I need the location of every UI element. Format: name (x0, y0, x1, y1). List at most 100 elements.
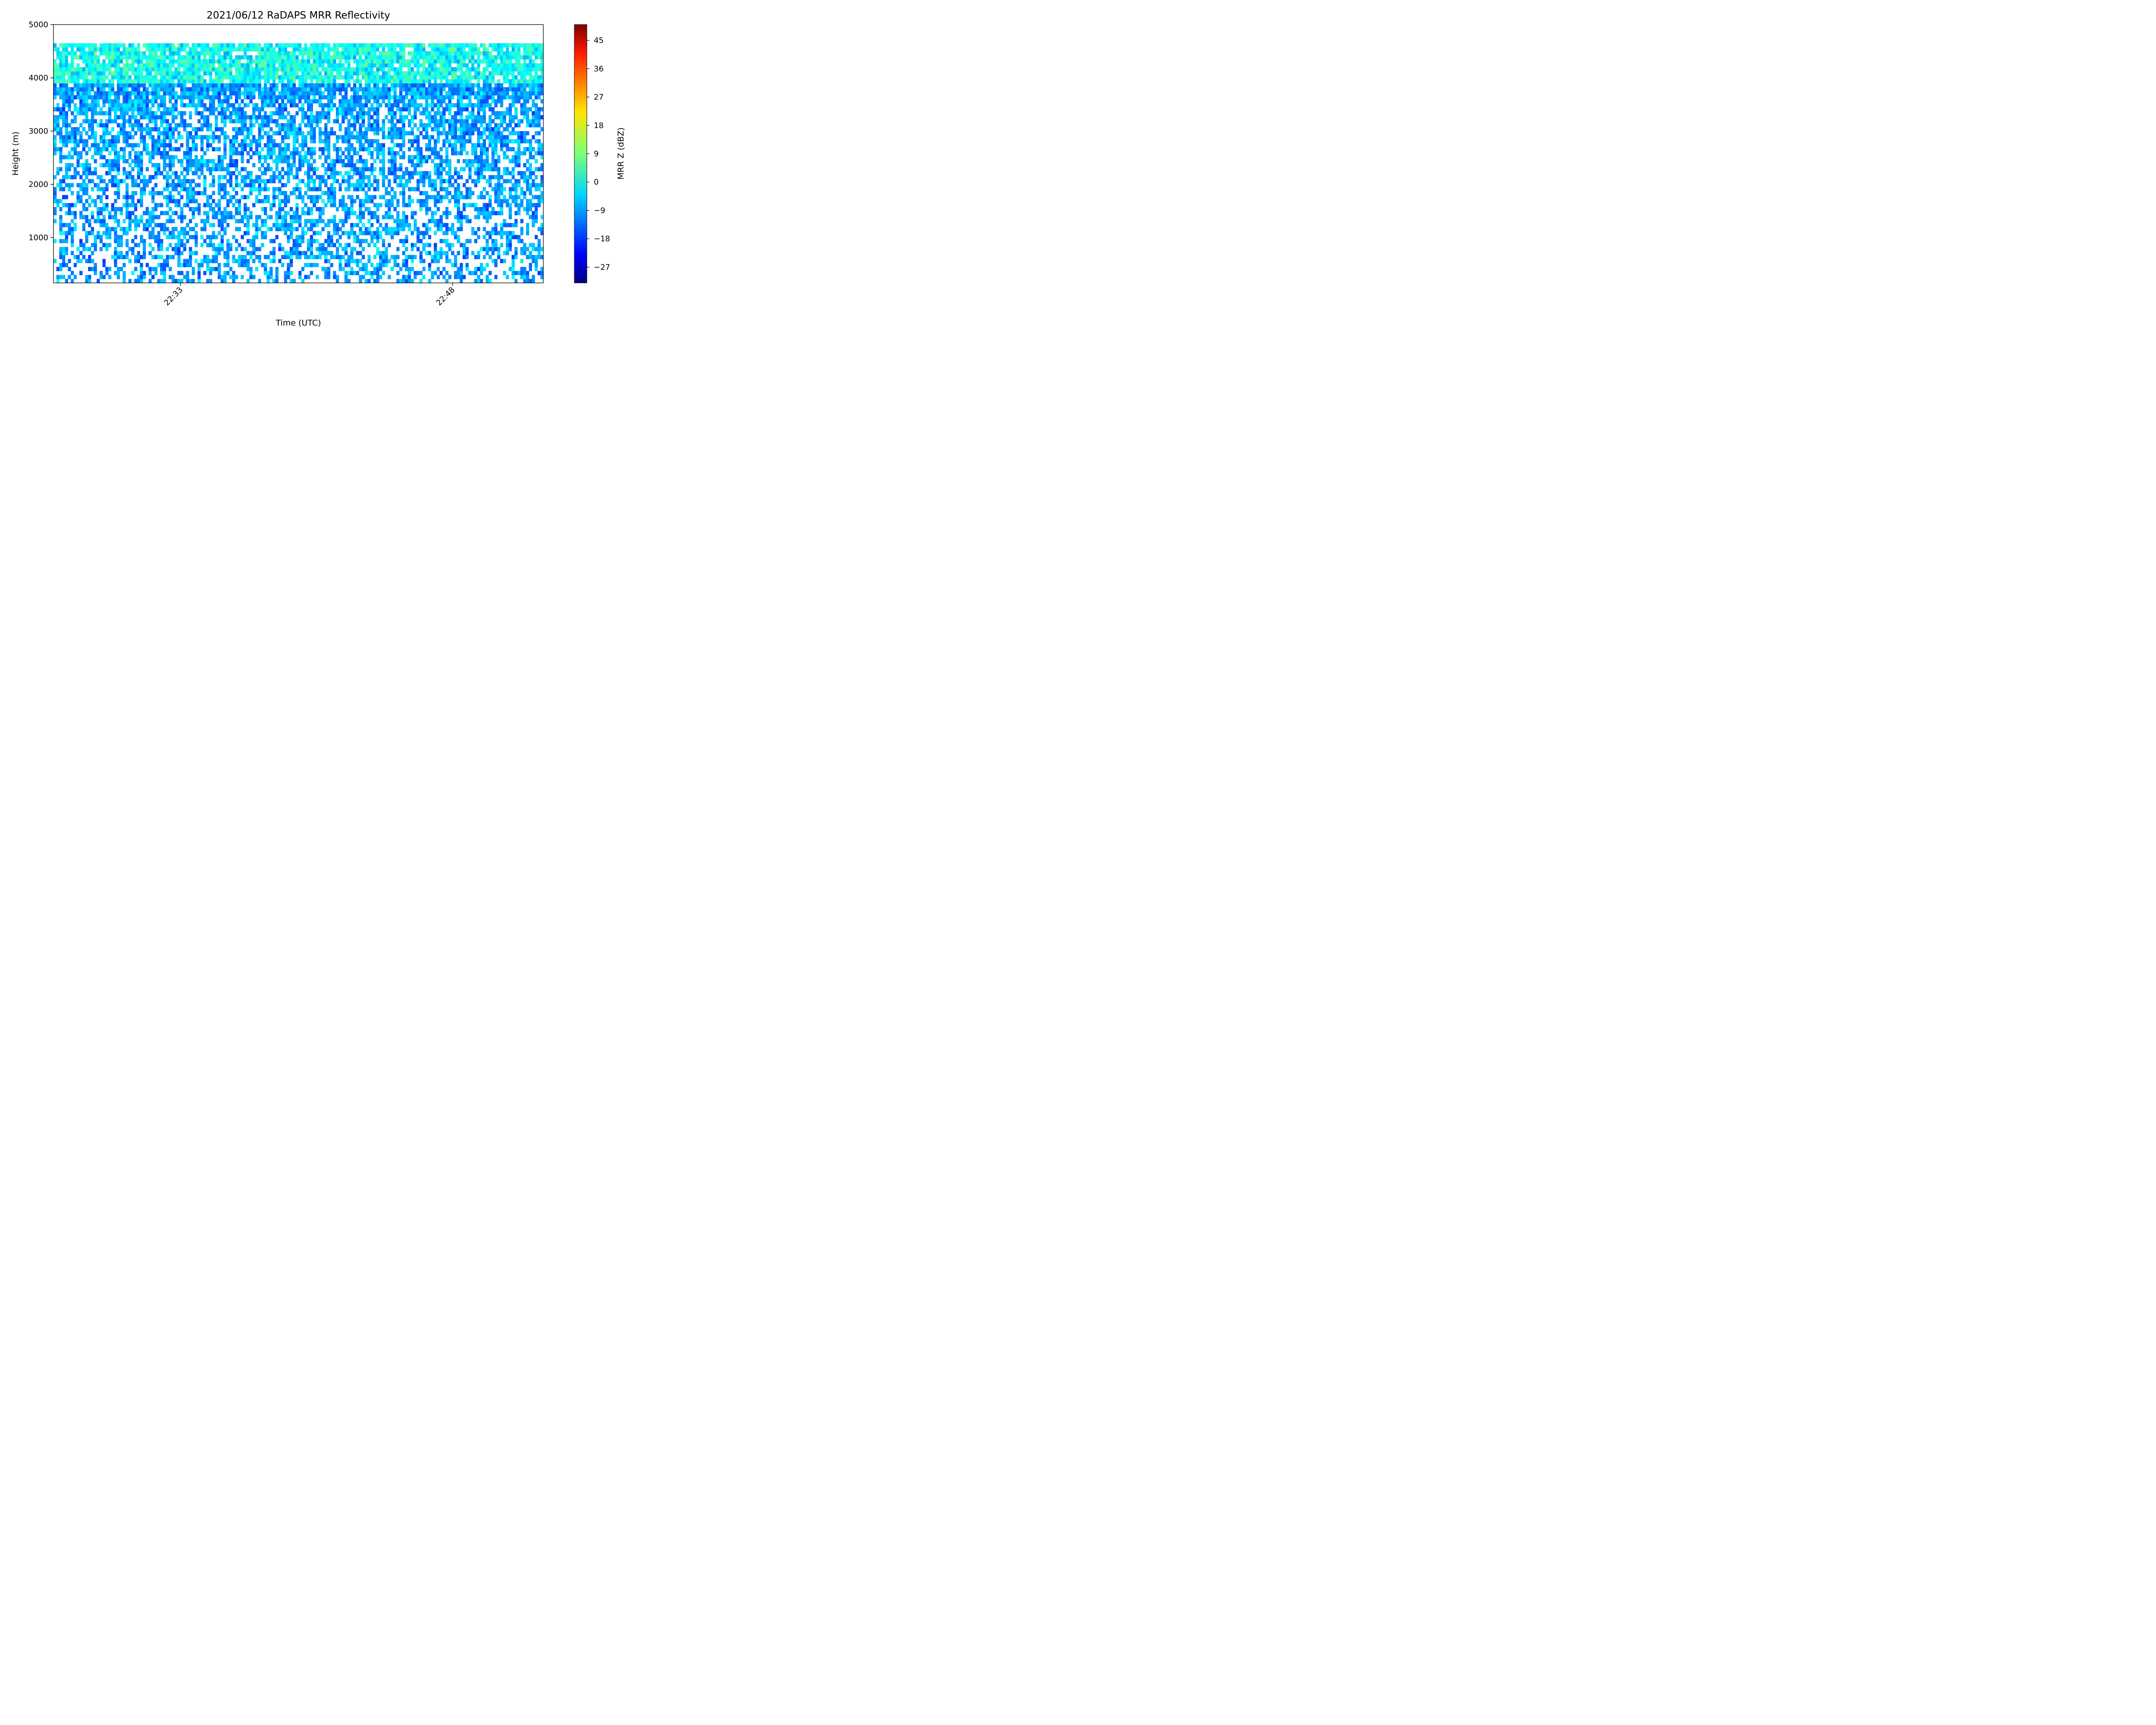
heatmap-cell (85, 131, 88, 135)
heatmap-cell (169, 207, 172, 211)
heatmap-cell (298, 179, 302, 184)
heatmap-cell (338, 263, 342, 267)
heatmap-cell (137, 155, 141, 160)
heatmap-cell (347, 215, 351, 220)
heatmap-cell (94, 263, 97, 267)
heatmap-cell (367, 123, 371, 128)
heatmap-cell (419, 259, 423, 263)
heatmap-cell (174, 251, 178, 255)
heatmap-cell (304, 223, 307, 227)
heatmap-cell (272, 143, 276, 147)
heatmap-cell (76, 71, 80, 75)
heatmap-cell (359, 135, 362, 140)
heatmap-cell (414, 275, 417, 279)
heatmap-cell (318, 83, 322, 88)
heatmap-cell (321, 131, 325, 135)
heatmap-cell (333, 143, 336, 147)
heatmap-cell (422, 247, 426, 251)
heatmap-cell (111, 255, 114, 260)
heatmap-cell (362, 91, 365, 96)
heatmap-cell (289, 67, 293, 72)
heatmap-cell (197, 127, 201, 132)
heatmap-cell (148, 235, 152, 239)
heatmap-cell (359, 111, 362, 116)
heatmap-cell (428, 139, 431, 144)
heatmap-cell (281, 115, 285, 119)
heatmap-cell (388, 47, 391, 52)
heatmap-cell (370, 87, 374, 91)
heatmap-cell (298, 63, 302, 68)
heatmap-cell (137, 279, 141, 283)
heatmap-cell (344, 247, 348, 251)
heatmap-cell (436, 259, 440, 263)
heatmap-cell (270, 59, 273, 64)
heatmap-cell (102, 71, 106, 75)
heatmap-cell (304, 75, 307, 80)
heatmap-cell (270, 167, 273, 172)
heatmap-cell (275, 99, 279, 104)
heatmap-cell (255, 75, 259, 80)
heatmap-cell (134, 91, 138, 96)
heatmap-cell (261, 147, 264, 151)
heatmap-cell (266, 147, 270, 151)
heatmap-cell (402, 143, 405, 147)
heatmap-cell (287, 135, 290, 140)
heatmap-cell (344, 263, 348, 267)
heatmap-cell (151, 207, 155, 211)
heatmap-cell (235, 159, 238, 163)
heatmap-cell (217, 183, 221, 188)
heatmap-cell (370, 155, 374, 160)
heatmap-cell (304, 95, 307, 100)
heatmap-cell (295, 47, 299, 52)
heatmap-cell (99, 155, 103, 160)
heatmap-cell (244, 207, 247, 211)
heatmap-cell (431, 187, 434, 191)
heatmap-cell (229, 83, 232, 88)
heatmap-cell (177, 159, 181, 163)
heatmap-cell (382, 271, 385, 276)
heatmap-cell (388, 111, 391, 116)
heatmap-cell (171, 55, 175, 60)
heatmap-cell (128, 143, 132, 147)
heatmap-cell (59, 239, 63, 243)
heatmap-cell (223, 151, 227, 156)
heatmap-cell (217, 55, 221, 60)
heatmap-cell (289, 251, 293, 255)
heatmap-cell (281, 215, 285, 220)
heatmap-cell (307, 55, 310, 60)
heatmap-cell (191, 59, 195, 64)
heatmap-cell (160, 103, 163, 108)
heatmap-cell (114, 263, 117, 267)
heatmap-cell (255, 223, 259, 227)
heatmap-cell (163, 147, 166, 151)
heatmap-cell (191, 163, 195, 167)
heatmap-cell (217, 71, 221, 75)
heatmap-cell (431, 75, 434, 80)
heatmap-cell (364, 135, 368, 140)
heatmap-cell (76, 259, 80, 263)
heatmap-cell (232, 187, 235, 191)
heatmap-cell (270, 147, 273, 151)
heatmap-cell (287, 235, 290, 239)
heatmap-cell (301, 119, 304, 124)
heatmap-cell (76, 127, 80, 132)
heatmap-cell (122, 219, 126, 223)
heatmap-cell (183, 95, 186, 100)
heatmap-cell (157, 167, 160, 172)
heatmap-cell (270, 251, 273, 255)
heatmap-cell (246, 215, 250, 220)
heatmap-cell (203, 187, 207, 191)
heatmap-cell (209, 67, 213, 72)
heatmap-cell (304, 51, 307, 56)
heatmap-cell (414, 135, 417, 140)
heatmap-cell (209, 111, 213, 116)
heatmap-cell (292, 71, 296, 75)
heatmap-cell (71, 131, 74, 135)
heatmap-cell (350, 231, 354, 235)
heatmap-cell (373, 59, 377, 64)
heatmap-cell (209, 235, 213, 239)
heatmap-cell (148, 215, 152, 220)
heatmap-cell (249, 191, 253, 195)
heatmap-cell (281, 219, 285, 223)
heatmap-cell (143, 79, 146, 84)
